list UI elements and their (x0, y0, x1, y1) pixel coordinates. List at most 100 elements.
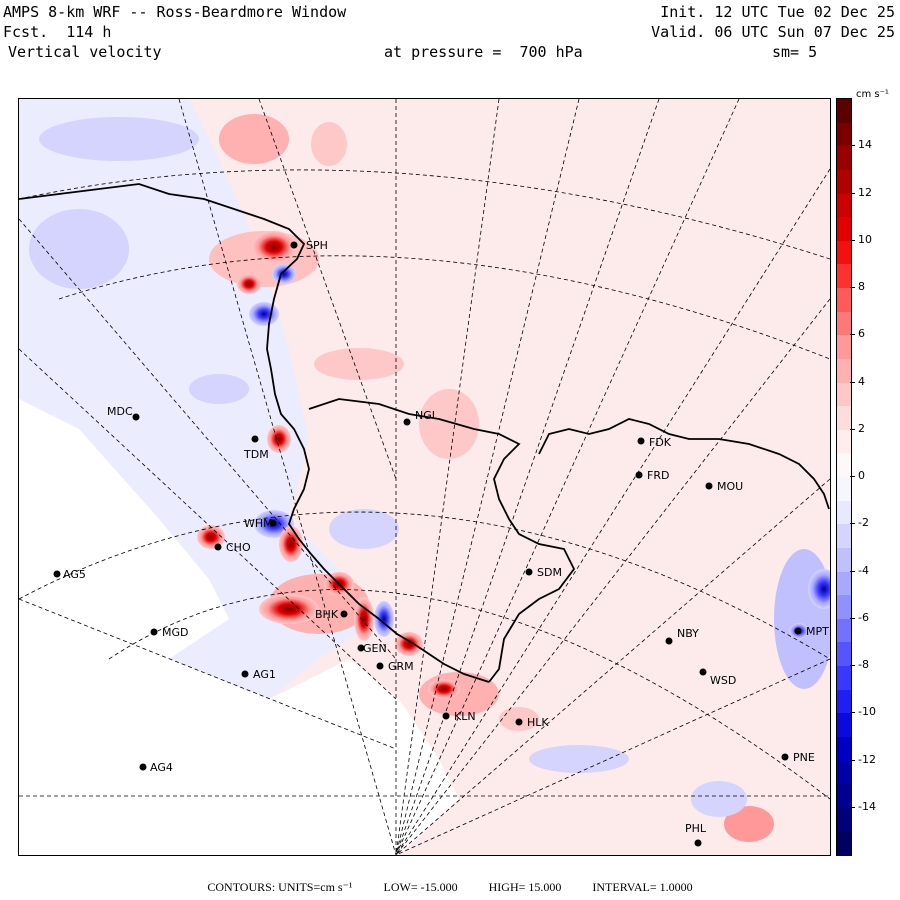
colorbar-tick-label: -2 (858, 516, 869, 530)
colorbar-tick (850, 523, 855, 525)
colorbar-tick-label: -10 (858, 705, 876, 719)
colorbar-tick-label: 6 (858, 327, 865, 341)
colorbar-tick-label: 14 (858, 138, 872, 152)
station-label-cho: CHO (226, 541, 251, 554)
colorbar-tick (850, 428, 855, 430)
station-labels: SPH MDC TDM NGL FDK FRD MOU WHM CHO AG5 … (63, 239, 829, 835)
colorbar-tick-label: 8 (858, 280, 865, 293)
updraft-cell (354, 597, 374, 641)
station-label-mdc: MDC (107, 405, 133, 418)
updraft-cell (428, 679, 460, 699)
negative-patch (39, 117, 199, 161)
colorbar-tick (850, 334, 855, 336)
colorbar-segment (837, 193, 851, 218)
colorbar-segment (837, 264, 851, 289)
init-time: Init. 12 UTC Tue 02 Dec 25 (660, 3, 895, 21)
updraft-cell (237, 274, 261, 294)
colorbar-tick-label: 4 (858, 374, 865, 388)
station-dot (290, 241, 298, 249)
station-dot (132, 413, 140, 421)
station-label-ag1: AG1 (253, 668, 276, 681)
colorbar-segment (837, 666, 851, 691)
colorbar-tick (850, 381, 855, 383)
station-label-grm: GRM (388, 660, 414, 673)
colorbar-tick (850, 570, 855, 572)
colorbar-segment (837, 169, 851, 194)
colorbar-units: cm s⁻¹ (856, 89, 889, 100)
contour-low: LOW= -15.000 (383, 880, 458, 894)
positive-patch (314, 348, 404, 380)
colorbar-tick (850, 192, 855, 194)
colorbar (836, 98, 852, 856)
station-dot (357, 644, 365, 652)
updraft-cell (197, 525, 225, 549)
station-markers (53, 241, 802, 847)
colorbar-tick (850, 665, 855, 666)
contour-interval: INTERVAL= 1.0000 (592, 880, 693, 894)
station-label-wsd: WSD (710, 674, 736, 687)
positive-patch (419, 389, 479, 459)
station-label-gen: GEN (363, 642, 387, 655)
colorbar-segment (837, 99, 851, 124)
station-dot (340, 610, 348, 618)
positive-patch (724, 806, 774, 842)
colorbar-segment (837, 571, 851, 596)
station-label-nby: NBY (677, 627, 699, 640)
colorbar-segment (837, 524, 851, 549)
station-label-sph: SPH (306, 239, 328, 252)
updraft-cell (267, 425, 291, 453)
map-title: AMPS 8-km WRF -- Ross-Beardmore Window (3, 3, 347, 21)
colorbar-segment (837, 122, 851, 147)
station-dot (251, 435, 259, 443)
updraft-cell (259, 594, 319, 624)
field-name: Vertical velocity (8, 43, 162, 61)
colorbar-segment (837, 760, 851, 785)
colorbar-segment (837, 217, 851, 242)
colorbar-segment (837, 288, 851, 313)
colorbar-tick (850, 239, 855, 241)
colorbar-tick (850, 287, 855, 288)
colorbar-tick-label: -4 (858, 563, 869, 577)
station-dot (269, 519, 277, 527)
colorbar-tick (850, 759, 855, 761)
colorbar-tick (850, 145, 855, 147)
updraft-cell (395, 632, 423, 656)
colorbar-segment (837, 358, 851, 383)
smoothing-label: sm= 5 (772, 43, 818, 61)
colorbar-segment (837, 547, 851, 572)
station-label-ngl: NGL (415, 409, 439, 422)
pressure-level: at pressure = 700 hPa (384, 43, 583, 61)
negative-patch (189, 374, 249, 404)
colorbar-segment (837, 429, 851, 454)
station-label-whm: WHM (244, 517, 273, 530)
colorbar-segment (837, 595, 851, 620)
colorbar-tick-label: 2 (858, 421, 865, 435)
station-dot (694, 839, 702, 847)
station-dot (794, 627, 802, 635)
station-dot (442, 712, 450, 720)
updraft-cell (279, 526, 303, 562)
station-label-pne: PNE (793, 751, 815, 764)
downdraft-cell (808, 569, 830, 609)
station-label-tdm: TDM (243, 448, 269, 461)
colorbar-tick (850, 617, 855, 619)
colorbar-tick-label: -6 (858, 610, 869, 624)
colorbar-tick-label: -14 (858, 799, 876, 813)
colorbar-segment (837, 831, 851, 856)
station-label-ag5: AG5 (63, 568, 86, 581)
colorbar-segment (837, 477, 851, 502)
colorbar-tick-label: 0 (858, 469, 865, 482)
contour-footer: CONTOURS: UNITS=cm s⁻¹ LOW= -15.000 HIGH… (0, 880, 900, 895)
station-dot (699, 668, 707, 676)
negative-patch (691, 781, 747, 817)
station-dot (376, 662, 384, 670)
station-dot (214, 543, 222, 551)
colorbar-segment (837, 642, 851, 667)
map-svg: SPH MDC TDM NGL FDK FRD MOU WHM CHO AG5 … (19, 99, 830, 855)
colorbar-segment (837, 713, 851, 738)
station-dot (525, 568, 533, 576)
colorbar-segment (837, 689, 851, 714)
station-label-mou: MOU (717, 480, 743, 493)
colorbar-segment (837, 240, 851, 265)
colorbar-tick-label: 10 (858, 232, 872, 246)
